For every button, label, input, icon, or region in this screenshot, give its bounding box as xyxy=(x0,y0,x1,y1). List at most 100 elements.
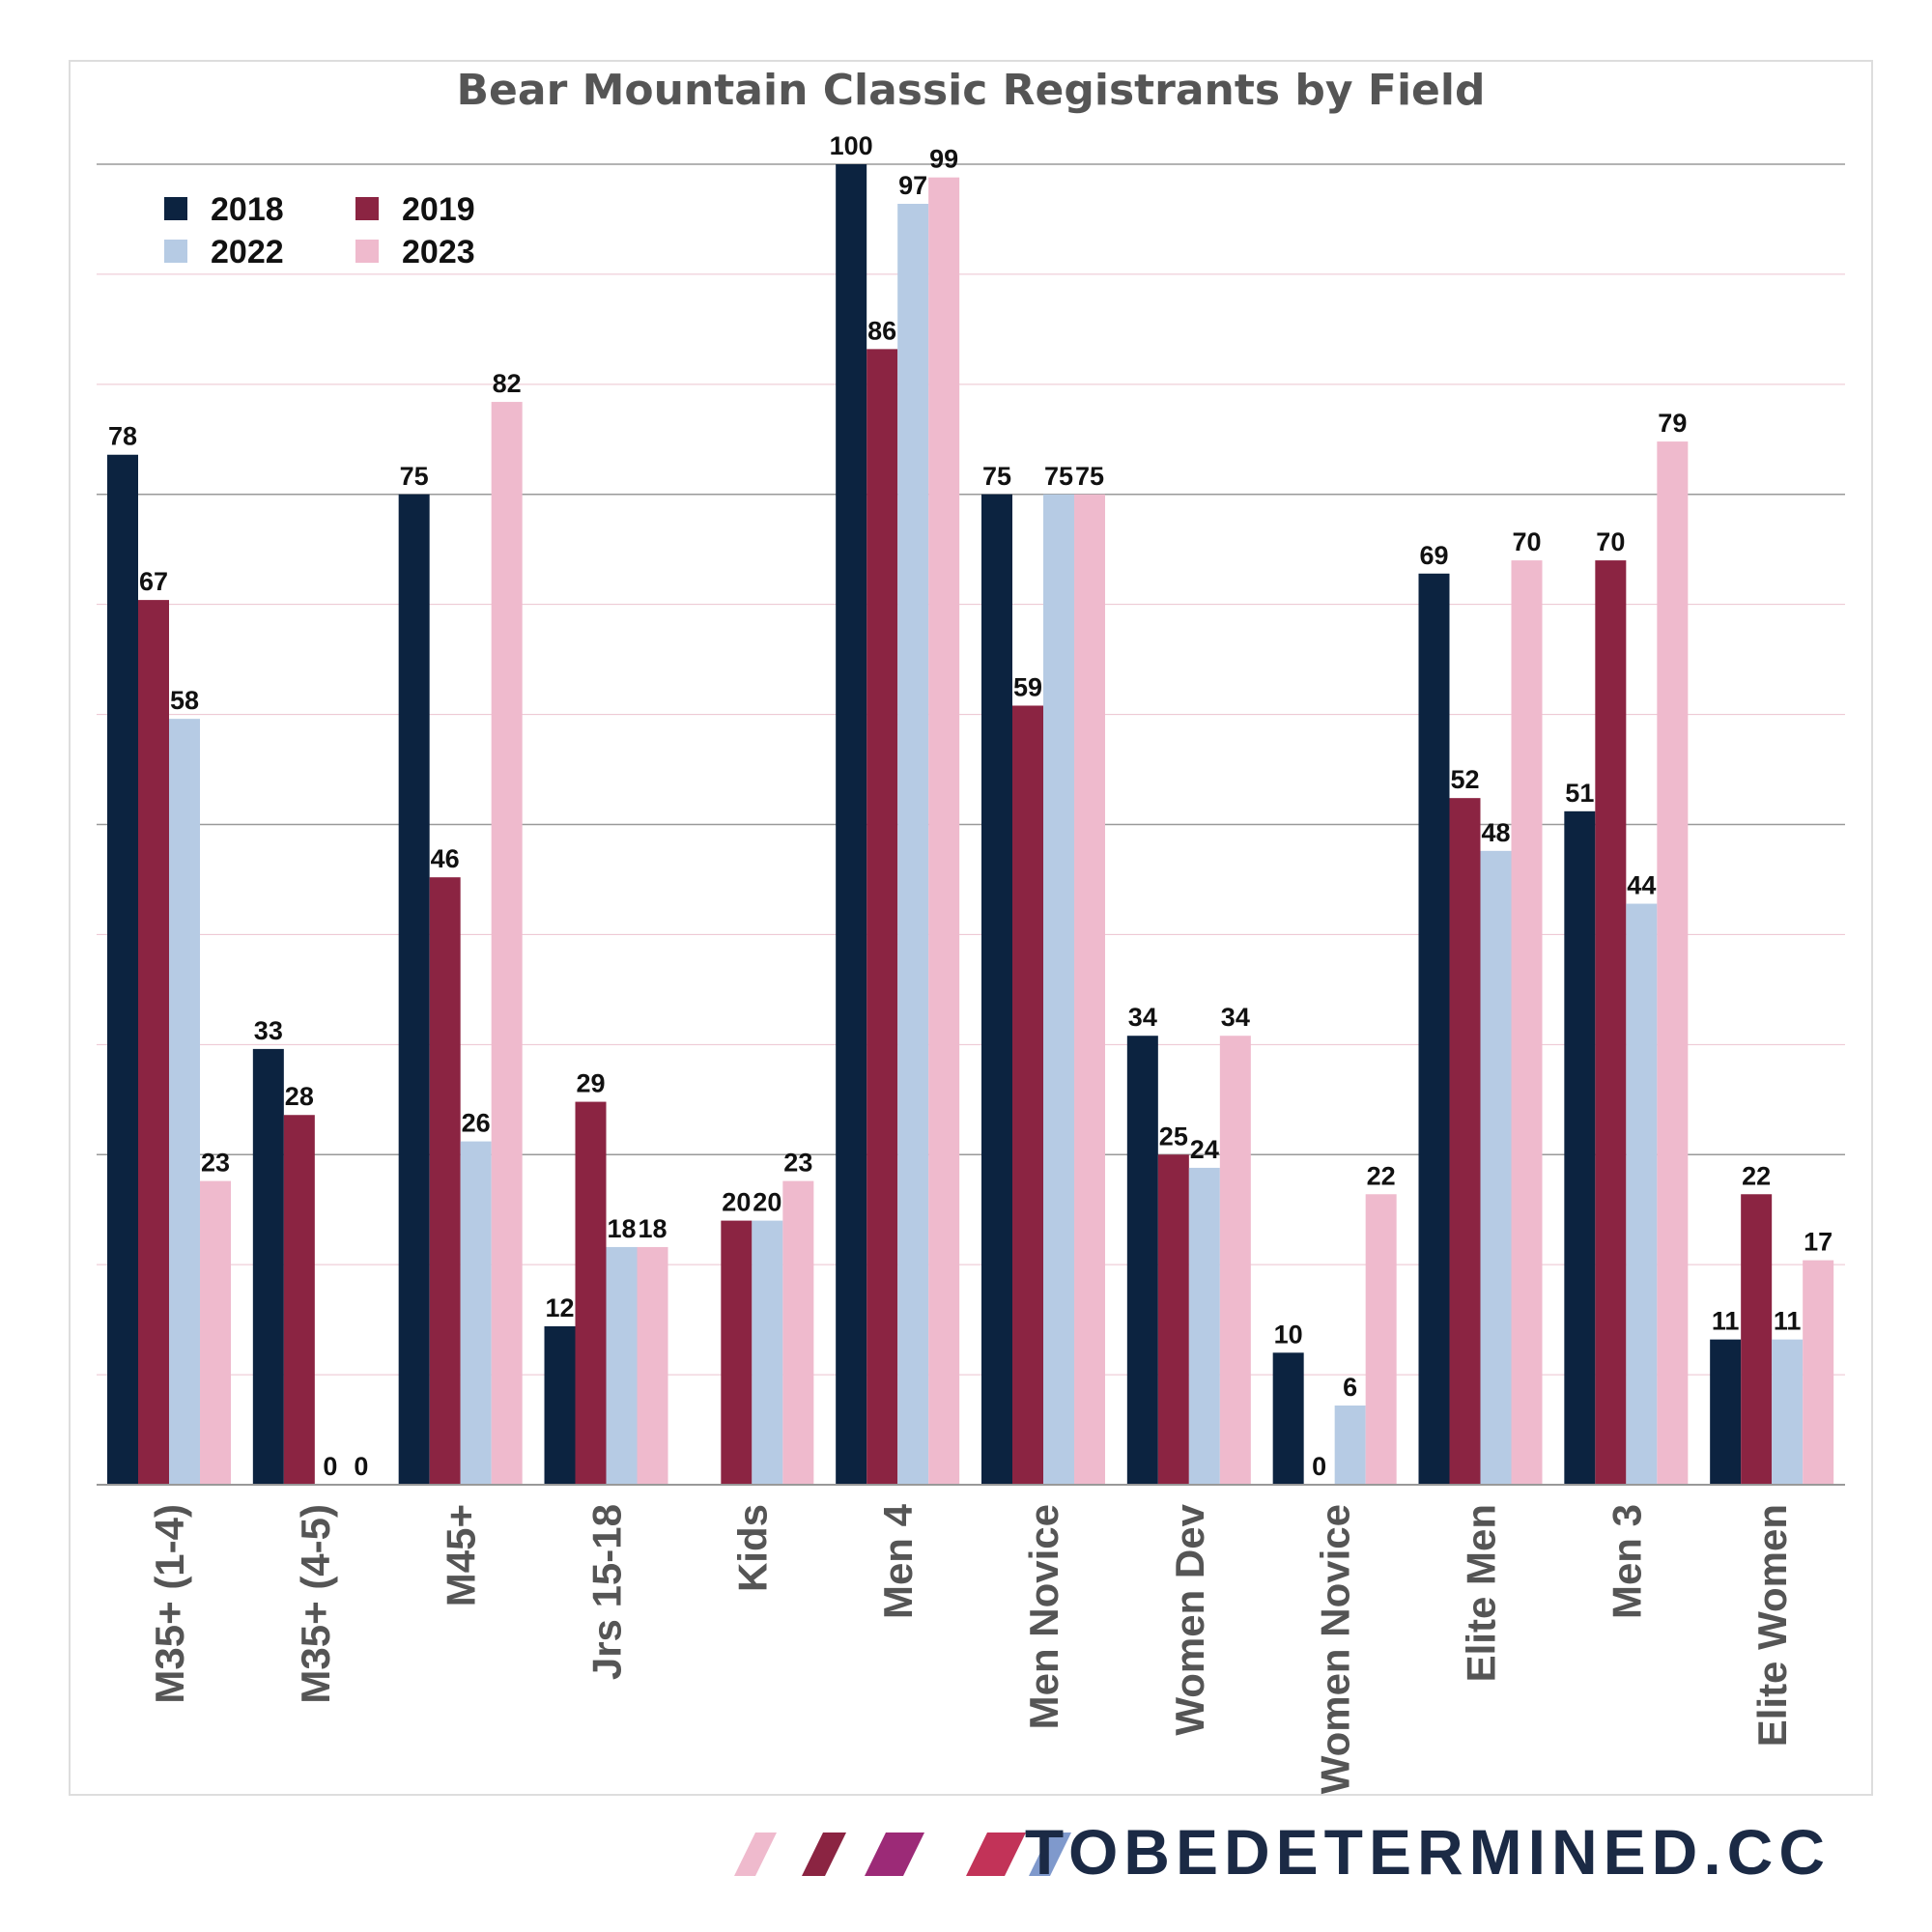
bar-2018-1 xyxy=(107,454,138,1485)
brand-stripe xyxy=(734,1833,777,1876)
brand-stripe xyxy=(865,1833,924,1876)
bar-2022-6 xyxy=(897,204,929,1485)
data-label-2019-2: 28 xyxy=(285,1082,314,1111)
data-label-2019-12: 22 xyxy=(1742,1161,1771,1190)
data-label-2023-7: 75 xyxy=(1075,462,1104,491)
legend-label-2022: 2022 xyxy=(211,234,284,270)
legend-label-2023: 2023 xyxy=(402,234,475,270)
bar-2023-7 xyxy=(1074,494,1105,1485)
legend: 2018 2019 2022 2023 xyxy=(164,191,475,270)
data-label-2018-6: 100 xyxy=(830,131,873,160)
branding-footer: TOBEDETERMINED.CC xyxy=(734,1816,1831,1888)
x-tick-label: Men Novice xyxy=(1021,1504,1066,1729)
data-label-2023-1: 23 xyxy=(201,1149,230,1178)
x-tick-label: Kids xyxy=(729,1504,775,1592)
bar-2022-9 xyxy=(1334,1405,1366,1485)
data-label-2023-4: 18 xyxy=(638,1214,667,1243)
x-tick-label: Elite Men xyxy=(1459,1504,1504,1682)
bar-2023-5 xyxy=(782,1180,814,1485)
data-label-2022-3: 26 xyxy=(462,1109,491,1138)
data-label-2022-1: 58 xyxy=(170,686,199,715)
bar-2018-4 xyxy=(544,1325,576,1485)
data-label-2018-9: 10 xyxy=(1274,1320,1303,1349)
bar-2022-5 xyxy=(752,1220,783,1485)
data-label-2023-12: 17 xyxy=(1804,1228,1833,1257)
data-label-2022-9: 6 xyxy=(1343,1373,1357,1402)
brand-stripe xyxy=(1029,1833,1071,1876)
bar-2019-10 xyxy=(1449,798,1481,1485)
data-label-2019-3: 46 xyxy=(431,844,460,873)
brand-stripes xyxy=(734,1833,1071,1876)
bar-2019-1 xyxy=(138,600,169,1485)
brand-stripe xyxy=(802,1833,846,1876)
bar-2018-6 xyxy=(836,164,867,1485)
data-label-2023-11: 79 xyxy=(1658,409,1687,438)
data-label-2019-10: 52 xyxy=(1450,765,1479,794)
data-label-2019-7: 59 xyxy=(1013,672,1042,701)
bar-2023-6 xyxy=(928,177,960,1485)
data-label-2022-11: 44 xyxy=(1627,871,1656,900)
bar-2018-2 xyxy=(252,1048,284,1485)
x-tick-label: Women Novice xyxy=(1313,1504,1358,1794)
bar-2019-8 xyxy=(1157,1154,1189,1485)
bar-2018-10 xyxy=(1418,573,1450,1485)
data-label-2022-4: 18 xyxy=(607,1214,636,1243)
legend-label-2018: 2018 xyxy=(211,191,284,228)
bar-2018-11 xyxy=(1564,810,1596,1485)
bar-2023-3 xyxy=(491,402,523,1485)
bar-2022-12 xyxy=(1772,1339,1804,1485)
data-label-2023-2: 0 xyxy=(354,1452,368,1481)
chart-title: Bear Mountain Classic Registrants by Fie… xyxy=(457,66,1486,115)
data-label-2018-8: 34 xyxy=(1128,1003,1157,1032)
data-label-2023-9: 22 xyxy=(1367,1161,1396,1190)
bar-2023-11 xyxy=(1657,441,1689,1485)
bar-2019-3 xyxy=(429,877,461,1485)
bar-2019-6 xyxy=(867,349,898,1485)
data-label-2022-6: 97 xyxy=(898,171,927,200)
data-label-2019-9: 0 xyxy=(1312,1452,1326,1481)
data-label-2018-10: 69 xyxy=(1419,541,1448,570)
x-tick-label: Men 3 xyxy=(1604,1504,1649,1619)
legend-swatch-2023 xyxy=(355,240,379,263)
bar-2023-12 xyxy=(1803,1260,1834,1485)
bar-2022-10 xyxy=(1480,850,1512,1485)
bar-2023-8 xyxy=(1219,1036,1251,1485)
brand-stripe xyxy=(966,1833,1026,1876)
legend-swatch-2018 xyxy=(164,197,187,220)
x-tick-label: Elite Women xyxy=(1749,1504,1795,1747)
bar-2022-1 xyxy=(169,719,200,1485)
bar-2019-5 xyxy=(721,1220,753,1485)
brand-wordmark: TOBEDETERMINED.CC xyxy=(1025,1816,1831,1888)
bar-2018-12 xyxy=(1710,1339,1742,1485)
data-label-2022-8: 24 xyxy=(1190,1135,1219,1164)
data-label-2019-4: 29 xyxy=(576,1069,605,1098)
bar-2022-8 xyxy=(1188,1167,1220,1485)
bar-2018-3 xyxy=(398,494,430,1485)
bar-2023-10 xyxy=(1511,560,1543,1485)
data-label-2018-1: 78 xyxy=(108,422,137,451)
bar-2018-7 xyxy=(981,494,1012,1485)
data-label-2019-11: 70 xyxy=(1596,527,1625,556)
data-label-2022-10: 48 xyxy=(1481,818,1510,847)
data-label-2023-6: 99 xyxy=(929,145,958,174)
bar-series xyxy=(107,164,1834,1485)
bar-2019-4 xyxy=(575,1101,607,1485)
bar-2018-9 xyxy=(1272,1352,1304,1485)
x-tick-label: M35+ (4-5) xyxy=(293,1504,338,1704)
bar-2019-11 xyxy=(1595,560,1627,1485)
data-label-2023-5: 23 xyxy=(783,1149,812,1178)
data-label-2019-1: 67 xyxy=(139,567,168,596)
bar-2023-1 xyxy=(200,1180,231,1485)
data-label-2019-8: 25 xyxy=(1159,1122,1188,1151)
data-label-2023-8: 34 xyxy=(1221,1003,1250,1032)
data-label-2022-2: 0 xyxy=(323,1452,337,1481)
data-label-2018-12: 11 xyxy=(1712,1307,1740,1336)
data-label-2018-2: 33 xyxy=(254,1016,283,1045)
bar-2022-7 xyxy=(1043,494,1074,1485)
data-label-2018-7: 75 xyxy=(982,462,1011,491)
legend-label-2019: 2019 xyxy=(402,191,475,228)
x-tick-label: M35+ (1-4) xyxy=(147,1504,192,1704)
x-tick-label: Women Dev xyxy=(1167,1503,1212,1735)
